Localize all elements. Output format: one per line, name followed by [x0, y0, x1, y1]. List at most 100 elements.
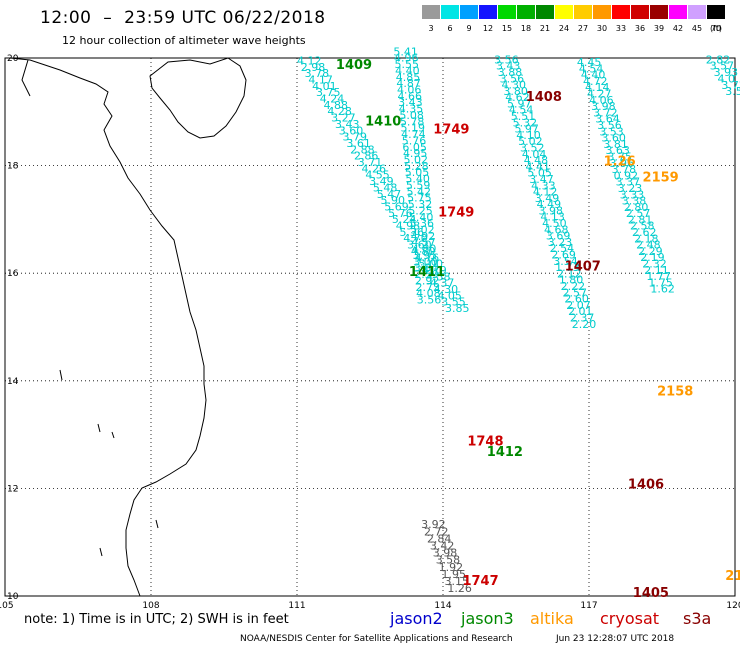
swh-value: 5.40 [409, 211, 434, 224]
swh-value: 3.56 [597, 119, 622, 132]
swh-value: 1.62 [650, 283, 675, 296]
swh-value: 2.86 [354, 150, 379, 163]
lat-tick-label: 14 [7, 377, 19, 387]
swh-value: 4.98 [396, 220, 421, 233]
legend-swatch [574, 5, 592, 19]
swh-value: 2.69 [551, 249, 576, 262]
lon-tick-label: 120 [726, 601, 740, 611]
legend-swatch [460, 5, 478, 19]
map-title: 12:00 – 23:59 UTC 06/22/2018 [40, 8, 326, 28]
swh-value: 2.84 [427, 532, 452, 545]
swh-value: 3.72 [593, 106, 618, 119]
swh-value: 4.14 [585, 81, 610, 94]
swh-value: 4.96 [394, 52, 419, 65]
swh-value: 3.96 [610, 157, 635, 170]
swh-value: 4.30 [434, 283, 459, 296]
swh-value: 5.59 [406, 179, 431, 192]
note-text: note: 1) Time is in UTC; 2) SWH is in fe… [24, 612, 289, 627]
swh-value: 4.04 [522, 148, 547, 161]
pass-label: 2158 [657, 384, 693, 399]
swh-value: 3.43 [496, 60, 521, 73]
swh-value: 4.79 [422, 264, 447, 277]
swh-value: 2.54 [550, 242, 575, 255]
swh-value: 3.56 [500, 72, 525, 85]
vietnam-coastline [9, 57, 207, 597]
swh-value: 3.75 [316, 86, 341, 99]
gulf-coast [21, 59, 31, 97]
swh-value: 5.02 [404, 154, 429, 167]
swh-value: 4.54 [509, 104, 534, 117]
timestamp-text: Jun 23 12:28:07 UTC 2018 [556, 634, 675, 644]
swh-value: 3.78 [612, 163, 637, 176]
swh-value: 2.59 [414, 268, 439, 281]
swh-value: 4.17 [308, 74, 333, 87]
map-frame [4, 57, 736, 597]
legend-label: 36 [634, 24, 646, 33]
satellite-cryosat: cryosat [600, 609, 660, 628]
swh-value: 2.07 [566, 299, 591, 312]
lat-tick-label: 12 [7, 484, 18, 494]
lon-tick-label: 117 [580, 601, 597, 611]
swh-value: 2.57 [626, 207, 651, 220]
swh-value: 4.48 [524, 154, 549, 167]
legend-swatch [631, 5, 649, 19]
legend-unit: (ft) [710, 24, 723, 33]
swh-value: 6.05 [402, 141, 427, 154]
swh-value: 4.68 [544, 223, 569, 236]
swh-value: 5.76 [388, 207, 413, 220]
swh-value: 5.36 [399, 226, 424, 239]
swh-value: 3.81 [603, 138, 628, 151]
swh-value: 2.29 [638, 245, 663, 258]
swh-value: 3.52 [520, 142, 545, 155]
swh-value: 5.47 [377, 188, 402, 201]
pass-label: 2159 [643, 171, 679, 186]
legend-swatch [669, 5, 687, 19]
swh-value: 1.73 [555, 261, 580, 274]
satellite-altika: altika [530, 609, 574, 628]
pass-label: 1408 [526, 90, 562, 105]
pass-label: 1410 [365, 114, 401, 129]
swh-value: 5.76 [402, 134, 427, 147]
swh-value: 4.06 [397, 83, 422, 96]
swh-value: 3.75 [607, 150, 632, 163]
swh-value: 2.73 [416, 281, 441, 294]
swh-value: 4.26 [362, 162, 387, 175]
swh-value: 4.87 [396, 77, 421, 90]
swh-value: 4.40 [581, 69, 606, 82]
swh-value: 3.95 [413, 249, 438, 262]
pass-label: 1412 [487, 445, 523, 460]
swh-value: 4.58 [426, 270, 451, 283]
swh-value: 3.57 [710, 60, 735, 73]
swh-value: 2.32 [642, 257, 667, 270]
swh-value: 4.40 [395, 64, 420, 77]
satellite-jason2: jason2 [390, 609, 443, 628]
swh-value: 5.32 [408, 198, 433, 211]
swh-value: 3.37 [616, 176, 641, 189]
swh-value: 5.36 [410, 217, 435, 230]
swh-value: 1.95 [442, 568, 467, 581]
pass-label: 1747 [462, 574, 498, 589]
legend-label: 12 [482, 24, 494, 33]
swh-value: 5.19 [401, 122, 426, 135]
swh-value: 4.37 [430, 277, 455, 290]
swh-value: 5.05 [405, 166, 430, 179]
swh-value: 4.45 [577, 56, 602, 69]
swh-value: 4.24 [320, 93, 345, 106]
swh-value: 2.22 [561, 280, 586, 293]
legend-label: 3 [428, 24, 434, 33]
swh-value: 3.71 [358, 156, 383, 169]
legend-swatch [479, 5, 497, 19]
swh-value: 4.57 [411, 236, 436, 249]
pass-label: 1749 [438, 206, 474, 221]
swh-value: 2.01 [568, 305, 593, 318]
swh-value: 3.33 [620, 188, 645, 201]
swh-value: 3.23 [548, 236, 573, 249]
swh-value: 4.49 [537, 198, 562, 211]
swh-value: 5.78 [400, 115, 425, 128]
swh-value: 4.72 [583, 75, 608, 88]
swh-value: 5.08 [399, 109, 424, 122]
lat-tick-label: 10 [7, 592, 19, 602]
swh-value: 3.60 [339, 124, 364, 137]
swh-value: 3.63 [605, 144, 630, 157]
swh-value: 3.56 [417, 294, 442, 307]
